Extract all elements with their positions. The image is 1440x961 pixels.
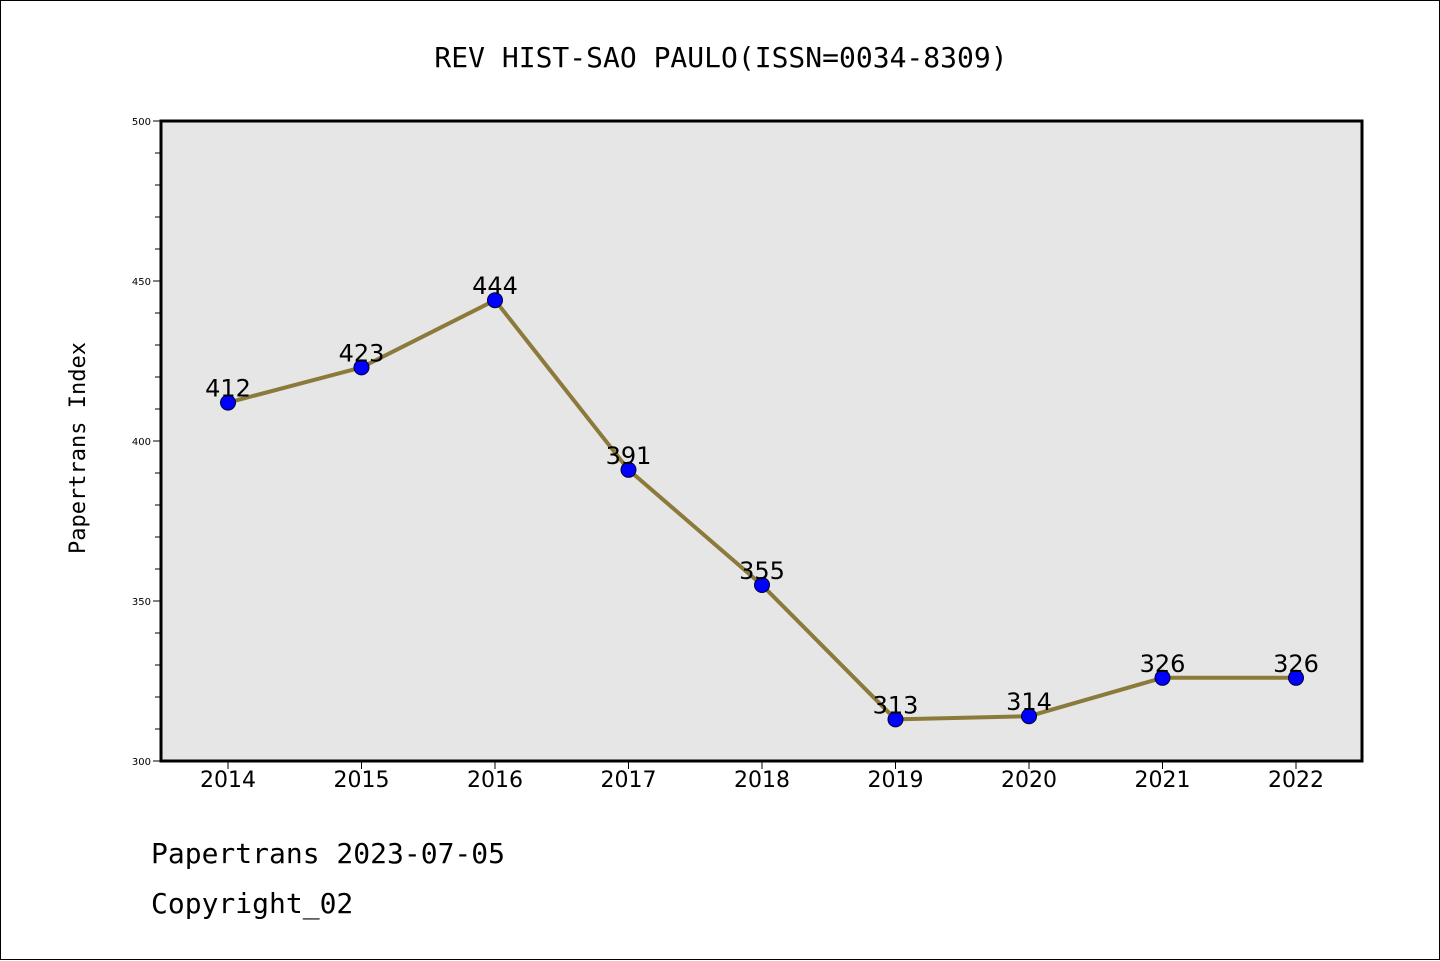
plot-area [159, 119, 1364, 763]
data-point [220, 394, 236, 411]
x-tick-label: 2014 [200, 768, 256, 793]
footer-copyright: Copyright_02 [151, 887, 354, 920]
data-label: 412 [205, 375, 251, 403]
data-label: 444 [472, 272, 518, 300]
data-point [1288, 669, 1304, 686]
data-point [487, 292, 503, 309]
x-tick-label: 2017 [601, 768, 657, 793]
data-label: 326 [1140, 650, 1186, 678]
x-tick-label: 2022 [1268, 768, 1324, 793]
data-label: 326 [1273, 650, 1319, 678]
data-point [620, 461, 637, 478]
y-tick-label: 450 [132, 277, 151, 288]
y-axis-ticks: 300 350 400 450 500 [132, 117, 161, 768]
y-tick-label: 500 [132, 117, 151, 128]
data-point [887, 711, 904, 728]
data-label: 423 [339, 339, 385, 367]
data-point [1154, 669, 1171, 686]
data-markers [220, 292, 1304, 728]
x-tick-label: 2020 [1001, 768, 1057, 793]
data-label: 314 [1006, 688, 1052, 716]
y-tick-label: 350 [132, 597, 151, 608]
data-label: 391 [606, 442, 652, 470]
data-point [1021, 708, 1037, 725]
y-tick-label: 300 [132, 757, 151, 768]
footer-date: Papertrans 2023-07-05 [151, 837, 506, 870]
data-point [353, 359, 370, 376]
x-tick-label: 2019 [868, 768, 924, 793]
y-axis-label: Papertrans Index [66, 342, 91, 554]
x-tick-label: 2018 [734, 768, 790, 793]
data-label: 355 [739, 557, 785, 585]
chart-title: REV HIST-SAO PAULO(ISSN=0034-8309) [434, 41, 1007, 74]
x-tick-label: 2016 [467, 768, 523, 793]
data-label: 313 [873, 691, 919, 719]
data-labels: 412 423 444 391 355 313 314 326 326 [205, 272, 1319, 719]
y-tick-label: 400 [132, 437, 151, 448]
x-tick-label: 2021 [1135, 768, 1191, 793]
x-tick-label: 2015 [334, 768, 390, 793]
x-axis-ticks: 2014 2015 2016 2017 2018 2019 2020 2021 2022 [200, 761, 1324, 793]
data-point [754, 577, 770, 593]
